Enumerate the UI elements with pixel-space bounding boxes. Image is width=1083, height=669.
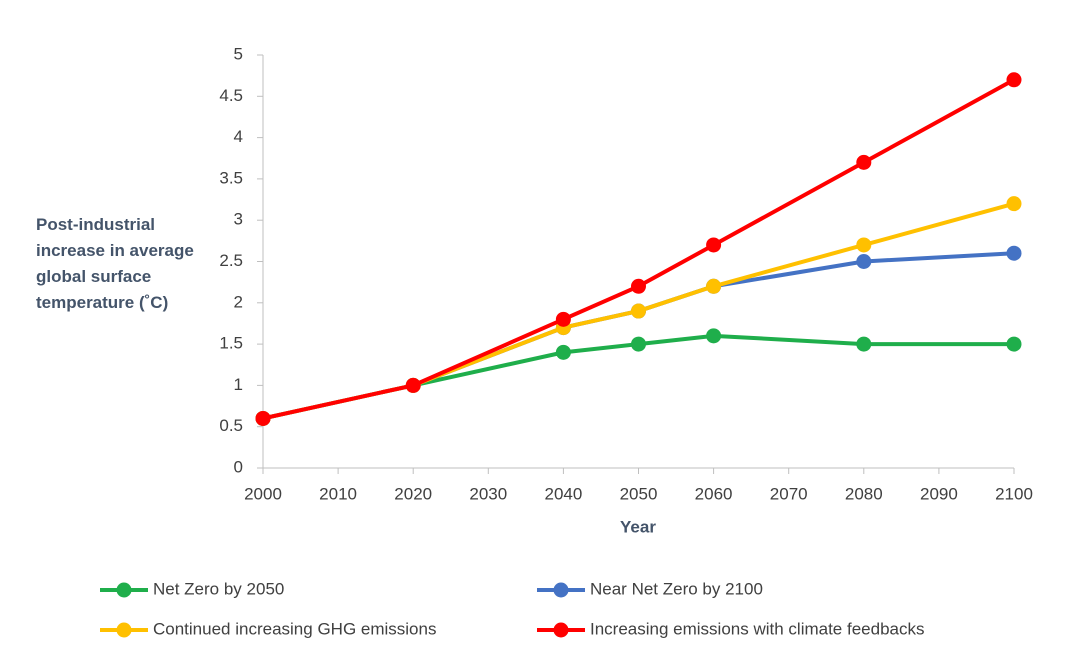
data-point	[856, 237, 872, 253]
data-point	[631, 303, 646, 319]
legend-marker	[553, 622, 569, 638]
data-point	[631, 278, 646, 294]
data-point	[631, 336, 646, 352]
y-axis-title: Post-industrial increase in average glob…	[36, 215, 194, 312]
x-tick-label: 2050	[620, 484, 658, 503]
legend-label: Increasing emissions with climate feedba…	[590, 619, 924, 638]
x-tick-label: 2000	[244, 484, 282, 503]
x-axis-title: Year	[620, 517, 656, 536]
series-line	[262, 78, 1015, 421]
y-tick-label: 3.5	[219, 168, 243, 187]
legend-label: Net Zero by 2050	[153, 579, 284, 598]
y-tick-label: 0.5	[219, 416, 243, 435]
x-tick-label: 2040	[544, 484, 582, 503]
y-tick-label: 0	[234, 457, 243, 476]
data-point	[1006, 72, 1022, 88]
y-tick-label: 4.5	[219, 86, 243, 105]
y-tick-label: 2.5	[219, 251, 243, 270]
y-tick-label: 5	[234, 44, 243, 63]
x-tick-label: 2100	[995, 484, 1033, 503]
data-point	[1006, 336, 1022, 352]
data-point	[856, 154, 872, 170]
y-tick-label: 2	[234, 292, 243, 311]
data-point	[706, 328, 722, 344]
legend-label: Continued increasing GHG emissions	[153, 619, 436, 638]
legend-marker	[116, 622, 132, 638]
data-point	[555, 311, 571, 327]
data-point	[1006, 245, 1022, 261]
y-tick-label: 3	[234, 210, 243, 229]
x-tick-label: 2020	[394, 484, 432, 503]
x-tick-label: 2030	[469, 484, 507, 503]
data-point	[856, 254, 872, 269]
data-point	[405, 377, 421, 393]
data-point	[555, 344, 571, 360]
y-tick-label: 1	[234, 375, 243, 394]
legend-label: Near Net Zero by 2100	[590, 579, 763, 598]
data-point	[706, 237, 722, 253]
x-tick-label: 2010	[319, 484, 357, 503]
x-tick-label: 2090	[920, 484, 958, 503]
legend-marker	[116, 582, 132, 598]
y-tick-label: 1.5	[219, 334, 243, 353]
x-tick-label: 2060	[695, 484, 733, 503]
x-tick-label: 2080	[845, 484, 883, 503]
legend-marker	[553, 582, 569, 598]
data-point	[706, 278, 722, 294]
data-point	[255, 410, 271, 426]
data-point	[856, 336, 872, 352]
data-point	[1006, 196, 1022, 212]
x-tick-label: 2070	[770, 484, 808, 503]
y-tick-label: 4	[234, 127, 243, 146]
